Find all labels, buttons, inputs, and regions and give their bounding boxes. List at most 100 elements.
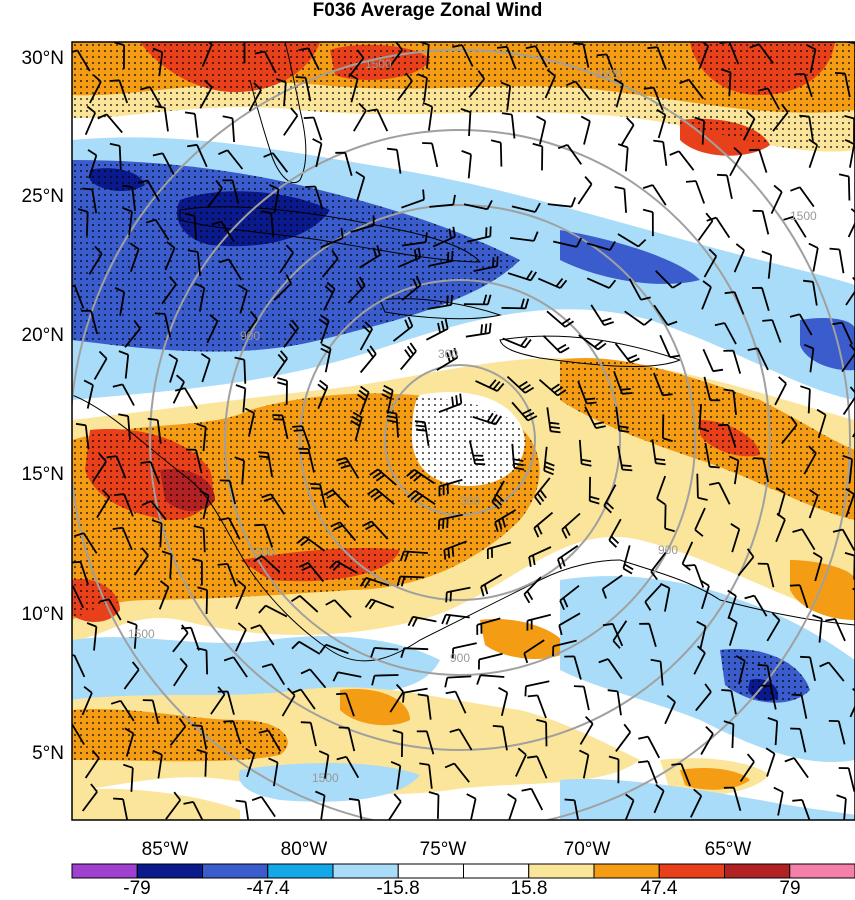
wind-barb [723,786,742,811]
wind-barb [263,152,289,173]
wind-barb [443,540,468,560]
wind-barb [546,407,561,434]
wind-barb [73,532,98,554]
wind-barb [268,757,279,787]
wind-barb [254,523,274,548]
wind-barb [387,793,402,820]
wind-barb [164,241,176,271]
wind-barb [577,380,597,405]
wind-barb [407,615,437,627]
wind-barb [390,760,402,790]
wind-barb [749,148,768,173]
wind-barb [97,113,123,134]
wind-barb [300,668,327,689]
wind-barb [83,379,94,409]
wind-barb [806,44,817,74]
wind-barb [305,185,324,210]
wind-barb [852,587,855,591]
stipple-region [720,649,810,703]
wind-barb [242,310,258,340]
wind-barb [357,385,370,416]
wind-barb [397,72,413,101]
wind-barb [350,215,375,233]
ring-label: 300 [255,545,275,559]
wind-barb [258,604,288,618]
wind-barb [87,149,98,179]
wind-barb [330,521,357,542]
wind-barb [401,189,425,209]
wind-barb [168,353,179,383]
wind-barb [532,142,544,171]
wind-barb [348,797,363,820]
wind-barb [463,294,492,306]
wind-barb [438,478,463,497]
wind-barb [392,316,414,342]
wind-barb [794,73,813,98]
wind-barb [118,413,131,441]
colorbar-swatch [71,863,138,879]
wind-barb [325,599,352,619]
colorbar-swatch [789,863,855,879]
wind-barb [800,655,816,681]
wind-barb [757,562,775,588]
wind-barb [276,78,287,107]
lat-label-15n: 15°N [22,464,64,485]
wind-barb [422,142,439,168]
wind-barb [169,717,187,746]
wind-barb [808,489,819,519]
colorbar-label: -15.8 [376,878,419,899]
wind-barb [427,294,453,310]
wind-barb [319,643,349,655]
range-ring-1500 [72,49,851,820]
florida-coast [249,42,307,183]
wind-barb [114,493,134,517]
longitude-labels: 85°W 80°W 75°W 70°W 65°W [142,839,752,860]
wind-barb [737,548,755,577]
wind-barb [261,663,286,686]
wind-barb [122,207,133,236]
wind-barb [501,112,516,139]
wind-barb [300,721,317,747]
wind-barb [112,526,133,551]
wind-barb [359,321,373,351]
wind-barb [498,686,509,717]
wind-barb [775,487,786,517]
wind-barb [272,414,289,439]
westerly-region [480,619,570,660]
wind-barb [445,586,471,603]
wind-barb [698,42,710,69]
wind-barb [638,760,658,784]
wind-barb [218,258,243,281]
wind-barb [507,270,537,282]
wind-barb [669,150,695,171]
wind-barb [261,210,275,237]
wind-barb [642,184,667,206]
wind-barb [480,573,503,597]
wind-barb [523,576,542,604]
wind-barb [527,694,547,719]
wind-barb [295,76,312,102]
stipple-region [72,42,855,152]
wind-barb [660,582,671,612]
wind-barb [161,276,177,305]
wind-barb [152,152,175,175]
wind-barb [181,626,200,651]
wind-barb [790,727,807,753]
wind-barb [511,443,525,471]
wind-barb [744,594,768,617]
wind-barb [151,519,163,548]
wind-barb [429,194,456,208]
wind-barb [559,584,580,611]
wind-barb [704,442,720,469]
wind-barb [348,49,365,78]
wind-barb [133,547,149,576]
wind-barb [507,793,517,820]
wind-barb [258,729,282,752]
wind-barb [211,220,235,243]
range-ring-1200 [149,129,771,751]
wind-barb [417,693,432,720]
wind-barb [444,675,472,688]
wind-barb [733,243,745,273]
wind-barb [298,561,325,583]
wind-barb [790,186,815,208]
